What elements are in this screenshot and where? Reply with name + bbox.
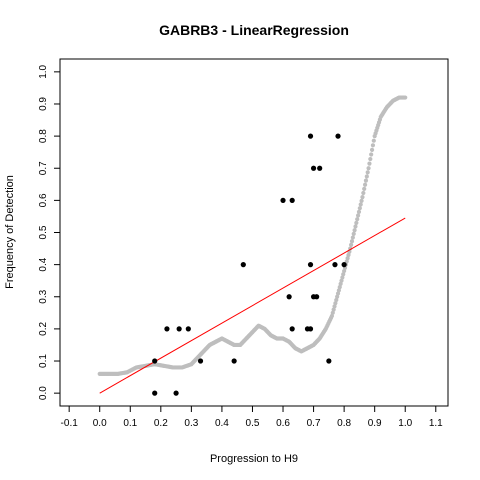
data-point (314, 294, 319, 299)
y-tick-label: 0.5 (38, 225, 49, 239)
smooth-point (370, 148, 374, 152)
data-point (308, 326, 313, 331)
smooth-point (369, 152, 373, 156)
y-tick-label: 0.7 (38, 161, 49, 175)
x-tick-label: 0.3 (184, 418, 198, 429)
y-tick-label: 1.0 (38, 64, 49, 78)
smooth-point (366, 170, 370, 174)
y-tick-label: 0.9 (38, 97, 49, 111)
smooth-point (355, 217, 359, 221)
smooth-point (367, 162, 371, 166)
data-point (164, 326, 169, 331)
smooth-point (353, 228, 357, 232)
data-point (317, 166, 322, 171)
data-point (290, 198, 295, 203)
data-point (311, 166, 316, 171)
x-tick-label: 1.1 (429, 418, 443, 429)
x-tick-label: 0.9 (368, 418, 382, 429)
x-tick-label: 0.4 (215, 418, 229, 429)
data-point (173, 391, 178, 396)
data-point (287, 294, 292, 299)
y-tick-label: 0.8 (38, 129, 49, 143)
smooth-point (349, 243, 353, 247)
y-tick-label: 0.0 (38, 386, 49, 400)
y-tick-label: 0.1 (38, 354, 49, 368)
y-axis-label: Frequency of Detection (4, 175, 16, 289)
smooth-point (356, 213, 360, 217)
y-tick-label: 0.4 (38, 257, 49, 271)
chart-title: GABRB3 - LinearRegression (159, 22, 349, 38)
smooth-point (357, 210, 361, 214)
x-tick-label: 0.5 (246, 418, 260, 429)
smooth-point (353, 224, 357, 228)
data-point (232, 358, 237, 363)
smooth-point (361, 191, 365, 195)
smooth-point (363, 183, 367, 187)
x-tick-label: 0.7 (307, 418, 321, 429)
smooth-point (372, 139, 376, 143)
data-point (186, 326, 191, 331)
data-point (152, 358, 157, 363)
smooth-point (359, 199, 363, 203)
data-point (177, 326, 182, 331)
y-tick-label: 0.2 (38, 322, 49, 336)
x-tick-label: 0.8 (337, 418, 351, 429)
smooth-point (365, 174, 369, 178)
data-point (198, 358, 203, 363)
smooth-point (352, 232, 356, 236)
data-point (241, 262, 246, 267)
data-point (308, 134, 313, 139)
data-point (332, 262, 337, 267)
data-point (326, 358, 331, 363)
data-point (342, 262, 347, 267)
smooth-point (366, 166, 370, 170)
data-point (290, 326, 295, 331)
x-tick-label: 0.0 (93, 418, 107, 429)
smooth-point (364, 179, 368, 183)
x-tick-label: -0.1 (61, 418, 79, 429)
x-axis-label: Progression to H9 (210, 453, 298, 465)
y-tick-label: 0.3 (38, 289, 49, 303)
y-tick-label: 0.6 (38, 193, 49, 207)
smooth-point (354, 221, 358, 225)
data-point (280, 198, 285, 203)
data-point (335, 134, 340, 139)
x-tick-label: 0.1 (123, 418, 137, 429)
smooth-point (403, 95, 407, 99)
smooth-point (358, 206, 362, 210)
smooth-point (351, 235, 355, 239)
smooth-point (362, 187, 366, 191)
data-point (152, 391, 157, 396)
smooth-point (368, 157, 372, 161)
x-tick-label: 0.2 (154, 418, 168, 429)
x-tick-label: 0.6 (276, 418, 290, 429)
smooth-point (350, 239, 354, 243)
smooth-point (359, 202, 363, 206)
x-tick-label: 1.0 (398, 418, 412, 429)
data-point (308, 262, 313, 267)
smooth-point (360, 195, 364, 199)
smooth-point (371, 143, 375, 147)
